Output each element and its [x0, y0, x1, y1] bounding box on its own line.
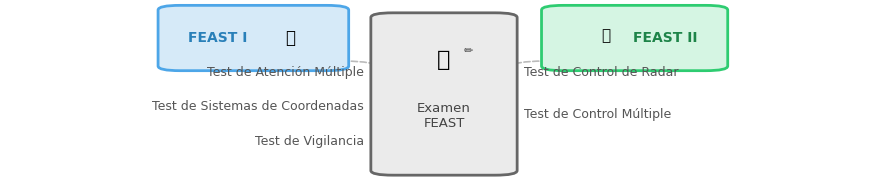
Text: FEAST II: FEAST II — [633, 31, 698, 45]
FancyBboxPatch shape — [158, 5, 349, 71]
Text: Test de Control Múltiple: Test de Control Múltiple — [524, 108, 671, 121]
Text: Test de Atención Múltiple: Test de Atención Múltiple — [207, 66, 364, 79]
Text: Examen
FEAST: Examen FEAST — [417, 102, 471, 130]
FancyBboxPatch shape — [371, 13, 517, 175]
Text: ✏: ✏ — [464, 46, 473, 56]
Text: 🖥: 🖥 — [437, 50, 451, 70]
FancyBboxPatch shape — [542, 5, 727, 71]
Text: Test de Control de Radar: Test de Control de Radar — [524, 66, 678, 79]
Text: Test de Sistemas de Coordenadas: Test de Sistemas de Coordenadas — [153, 100, 364, 113]
Text: 🏃: 🏃 — [601, 29, 610, 44]
Text: Test de Vigilancia: Test de Vigilancia — [255, 135, 364, 148]
Text: 🍦: 🍦 — [286, 29, 296, 47]
Text: FEAST I: FEAST I — [188, 31, 248, 45]
